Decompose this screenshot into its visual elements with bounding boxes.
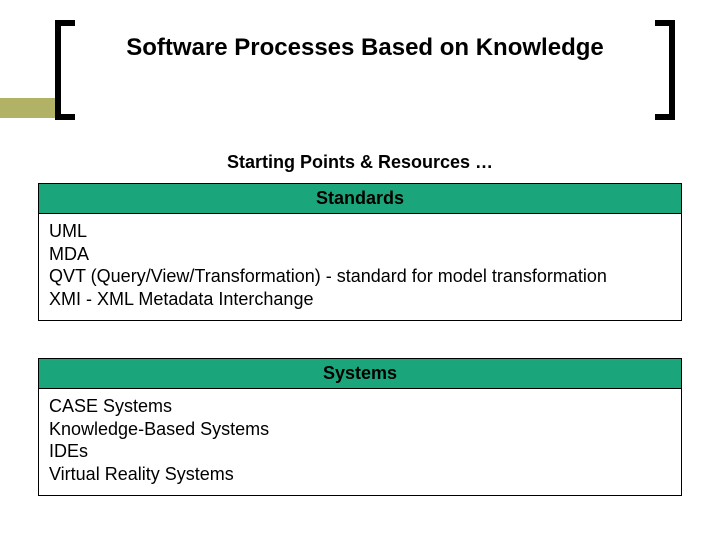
section-body-standards: UML MDA QVT (Query/View/Transformation) … bbox=[39, 213, 681, 320]
list-item: UML bbox=[49, 220, 671, 243]
list-item: Knowledge-Based Systems bbox=[49, 418, 671, 441]
section-body-systems: CASE Systems Knowledge-Based Systems IDE… bbox=[39, 388, 681, 495]
section-systems: Systems CASE Systems Knowledge-Based Sys… bbox=[38, 358, 682, 496]
list-item: CASE Systems bbox=[49, 395, 671, 418]
list-item: Virtual Reality Systems bbox=[49, 463, 671, 486]
accent-bar bbox=[0, 98, 55, 118]
bracket-right-icon bbox=[655, 20, 675, 120]
page-subtitle: Starting Points & Resources … bbox=[0, 152, 720, 173]
section-standards: Standards UML MDA QVT (Query/View/Transf… bbox=[38, 183, 682, 321]
section-header-systems: Systems bbox=[39, 359, 681, 388]
bracket-left-icon bbox=[55, 20, 75, 120]
section-header-standards: Standards bbox=[39, 184, 681, 213]
list-item: QVT (Query/View/Transformation) - standa… bbox=[49, 265, 671, 288]
list-item: MDA bbox=[49, 243, 671, 266]
list-item: XMI - XML Metadata Interchange bbox=[49, 288, 671, 311]
page-title: Software Processes Based on Knowledge bbox=[85, 34, 645, 62]
list-item: IDEs bbox=[49, 440, 671, 463]
title-container: Software Processes Based on Knowledge bbox=[55, 20, 675, 120]
